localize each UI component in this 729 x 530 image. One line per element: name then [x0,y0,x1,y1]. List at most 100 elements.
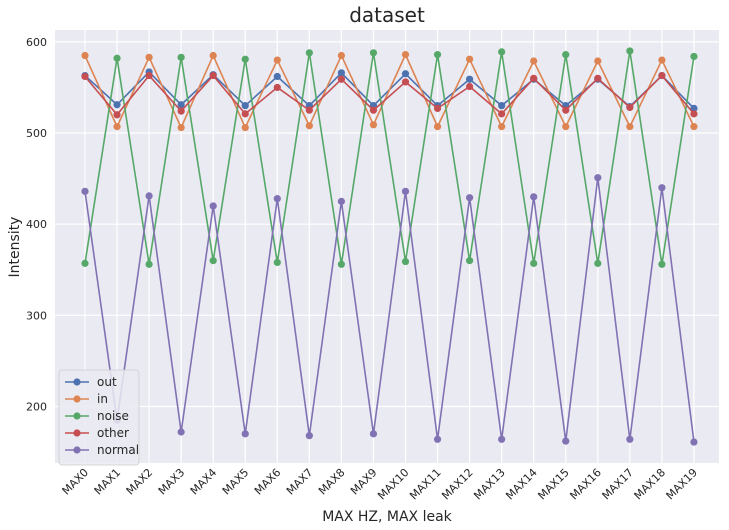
data-point-normal [273,195,281,203]
data-point-other [562,106,570,114]
data-point-other [658,71,666,80]
legend-box [58,369,140,466]
x-tick-label: MAX12 [439,466,475,502]
data-point-out [113,101,121,109]
data-point-noise [209,257,217,265]
y-tick-label: 600 [26,36,47,49]
data-point-noise [433,51,442,59]
x-tick-label: MAX17 [600,466,636,502]
data-point-normal [401,187,410,195]
x-tick-label: MAX10 [375,466,411,502]
x-tick-label: MAX7 [284,466,316,498]
plot-area [55,30,719,463]
legend-item-noise: noise [65,409,129,423]
data-point-in [241,123,249,132]
legend-item-out: out [65,375,117,389]
data-point-other [177,107,185,115]
data-point-in [273,56,281,64]
x-tick-label: MAX8 [316,466,348,498]
data-point-noise [530,259,538,267]
data-point-noise [113,54,121,62]
data-point-out [498,102,506,110]
data-point-normal [626,435,634,443]
data-point-noise [594,259,602,267]
data-point-normal [81,187,89,195]
y-tick-label: 300 [26,309,47,322]
x-tick-label: MAX4 [188,466,220,498]
data-point-out [241,102,249,110]
data-point-noise [273,258,281,267]
legend-marker [73,412,81,420]
data-point-in [209,51,217,60]
x-tick-label: MAX0 [60,466,92,498]
data-point-other [209,71,217,80]
legend-marker [73,429,81,437]
data-point-normal [337,197,345,205]
y-axis-label: Intensity [7,217,23,278]
x-tick-label: MAX6 [252,466,284,498]
data-point-in [305,122,313,130]
data-point-noise [658,260,666,268]
data-point-other [113,111,121,119]
x-tick-label: MAX18 [632,466,668,502]
data-point-other [81,72,89,81]
data-point-noise [690,52,698,61]
data-point-normal [498,435,506,443]
data-point-in [498,123,506,131]
data-point-noise [305,49,313,57]
data-point-normal [530,193,538,201]
x-tick-label: MAX2 [124,466,156,498]
data-point-in [369,121,378,129]
data-point-out [273,72,281,81]
series-noise [81,47,698,268]
data-point-normal [177,428,185,436]
legend-item-other: other [65,426,129,440]
legend-marker [73,378,81,386]
data-point-in [177,123,185,132]
data-point-in [113,123,121,131]
data-point-in [626,123,634,131]
data-point-other [273,83,281,92]
data-point-normal [305,432,313,440]
data-point-other [369,106,378,114]
series-line-normal [84,176,695,443]
legend-label: other [97,426,129,440]
x-tick-label: MAX11 [407,466,443,502]
data-point-noise [337,260,345,268]
data-point-in [530,57,538,65]
series-layer [81,47,698,446]
data-point-other [498,110,506,118]
y-tick-label: 400 [26,218,47,231]
data-point-normal [466,194,474,202]
data-point-normal [241,430,249,438]
data-point-normal [658,184,666,192]
data-point-noise [626,47,634,55]
data-point-other [337,75,345,83]
data-point-out [177,101,185,109]
data-point-in [337,51,345,60]
data-point-other [530,74,538,82]
data-point-noise [177,53,185,61]
x-axis-label: MAX HZ, MAX leak [322,509,452,525]
data-point-noise [498,48,506,56]
data-point-in [433,123,442,131]
x-tick-label: MAX16 [567,466,603,502]
data-point-in [562,123,570,131]
legend-label: in [97,392,108,406]
data-point-noise [241,55,249,63]
y-tick-label: 200 [26,400,47,413]
legend-label: noise [97,409,129,423]
data-point-other [433,104,442,112]
data-point-out [690,104,698,112]
legend-label: normal [97,443,139,457]
legend: out in noise other normal [58,369,140,466]
chart-title: dataset [349,3,425,27]
data-point-other [241,110,249,118]
data-point-noise [145,260,153,268]
series-line-in [84,53,695,129]
data-point-noise [369,49,378,57]
x-tick-label: MAX1 [92,466,124,498]
legend-label: out [97,375,117,389]
data-point-in [594,57,602,65]
